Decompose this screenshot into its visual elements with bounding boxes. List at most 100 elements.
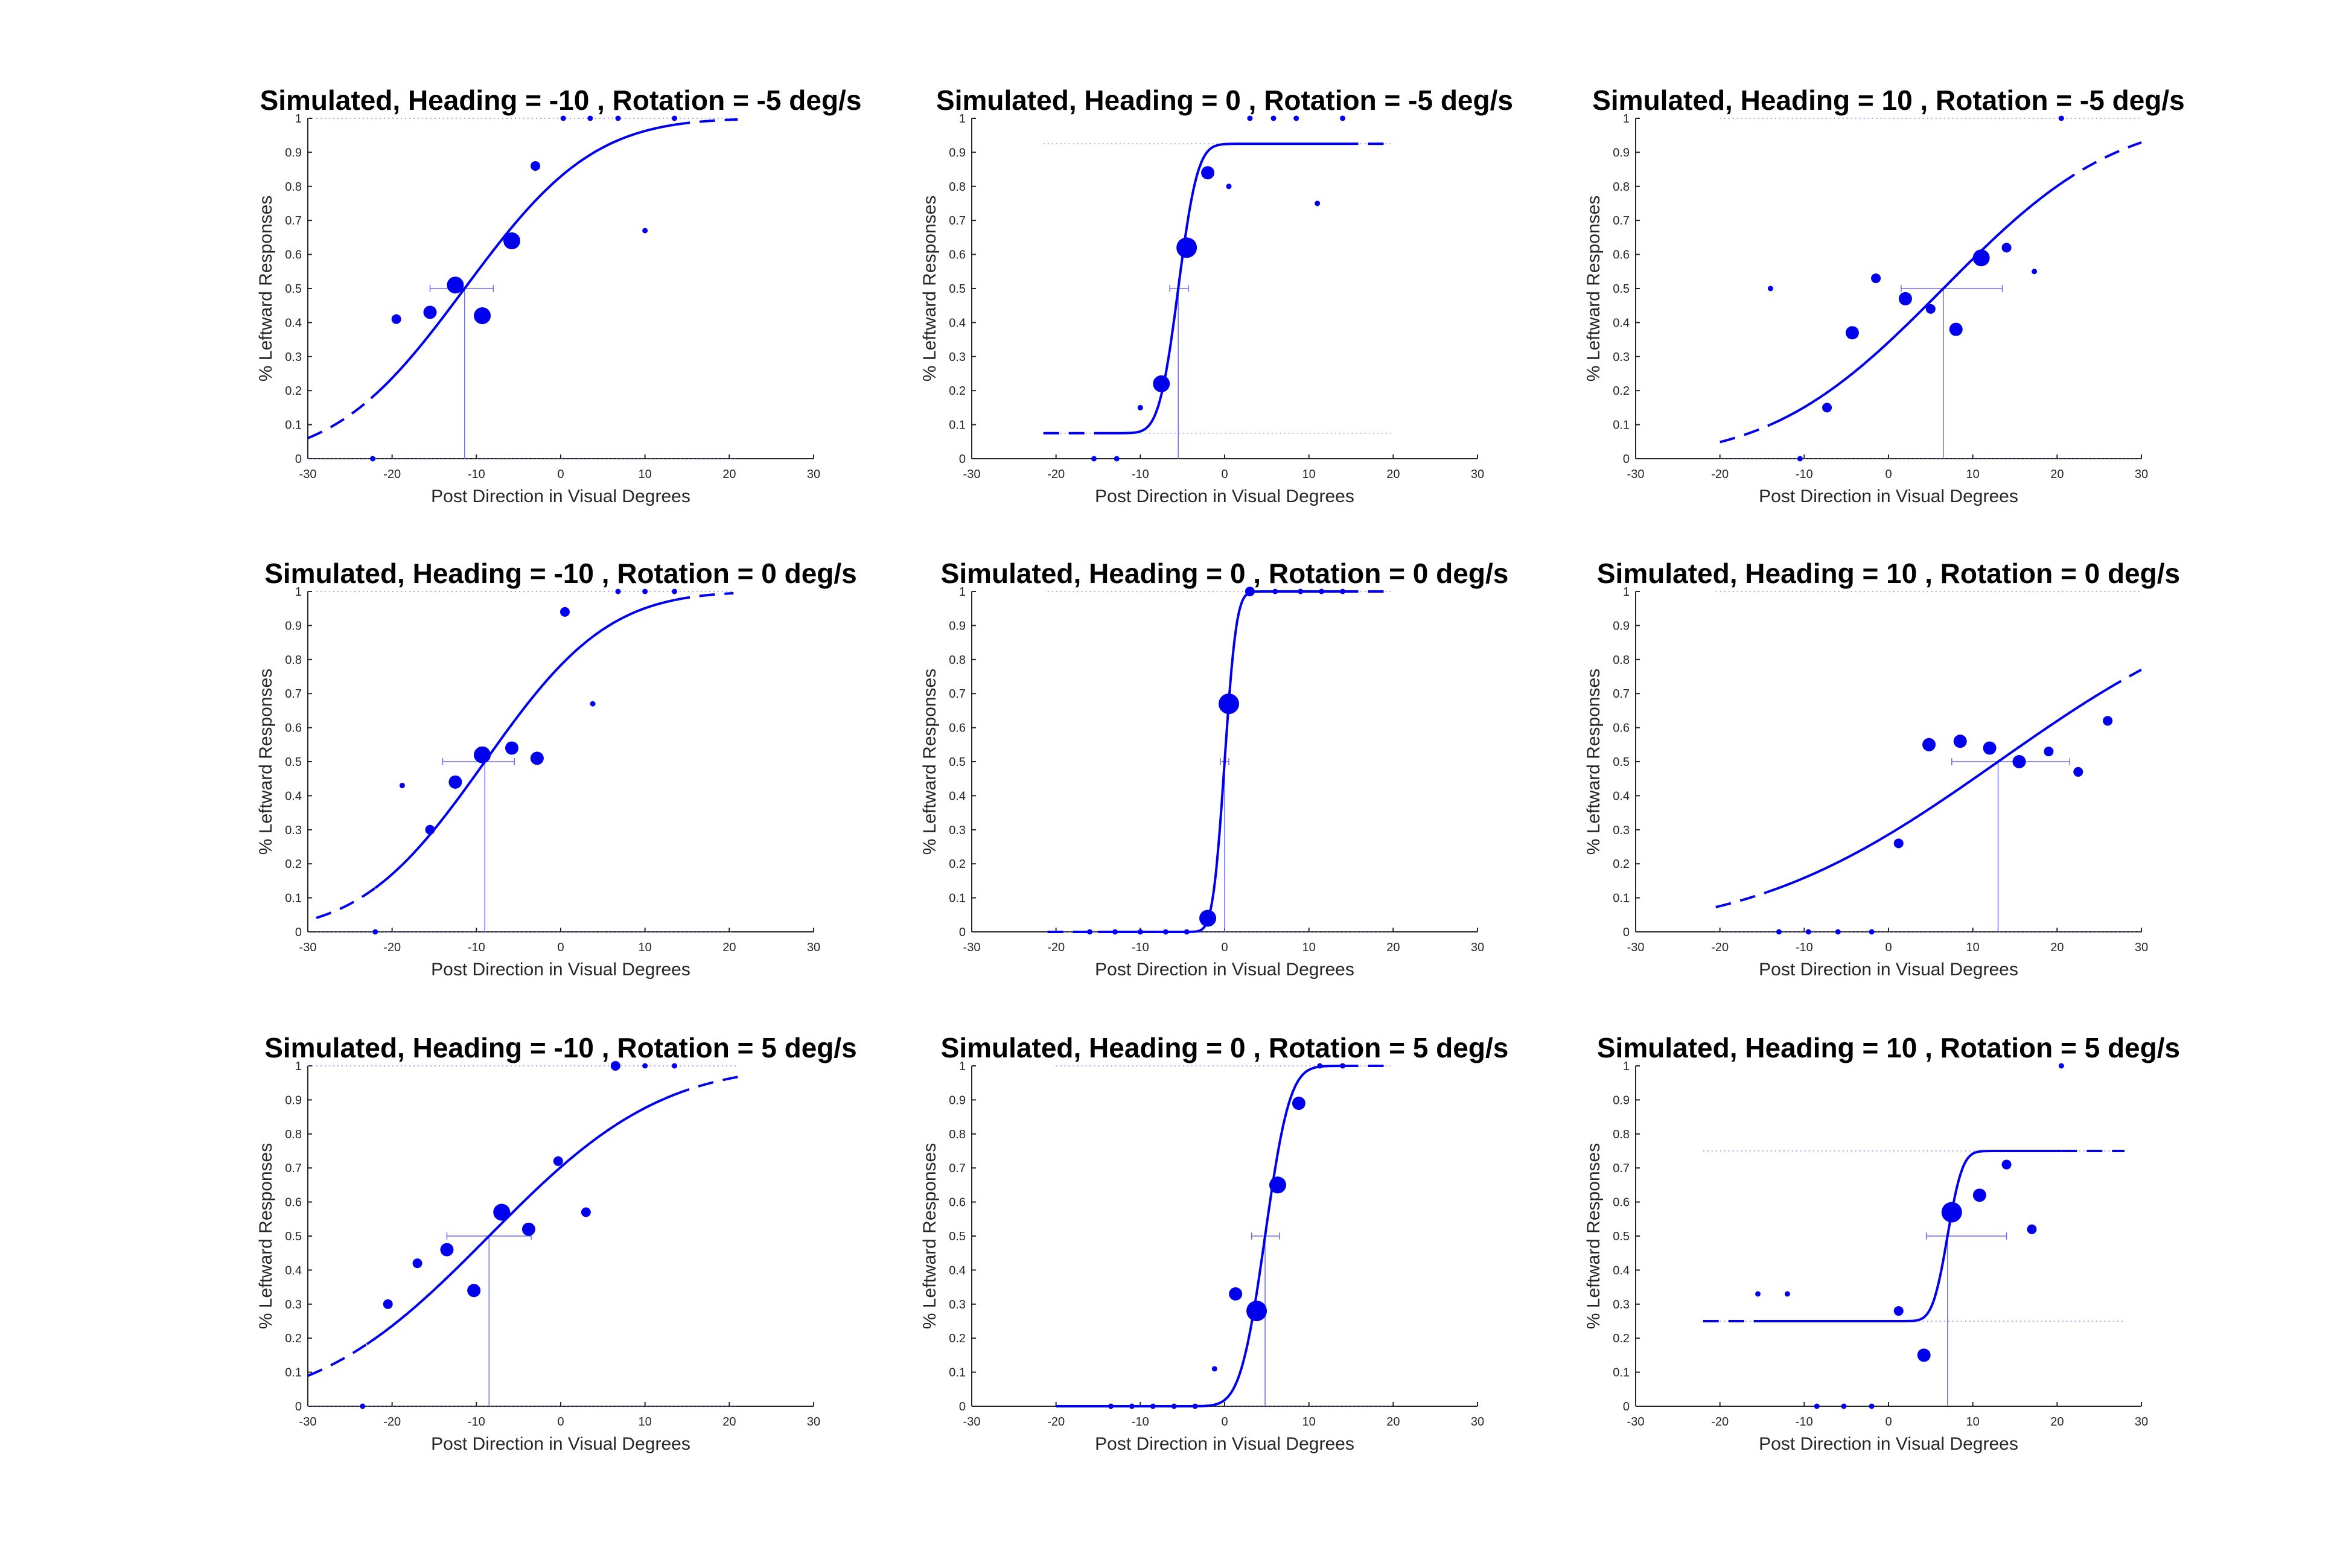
data-point [1108, 1403, 1114, 1409]
y-tick-label: 0.3 [949, 824, 966, 837]
data-point [1229, 1287, 1243, 1301]
y-tick-label: 0.7 [1613, 687, 1630, 701]
data-point [440, 1243, 454, 1257]
x-tick-label: -20 [1047, 468, 1065, 481]
y-tick-label: 0.2 [1613, 384, 1630, 398]
x-tick-label: -30 [299, 1415, 317, 1429]
x-tick-label: -30 [1627, 468, 1645, 481]
y-tick-label: 1 [1623, 585, 1630, 599]
y-tick-label: 0 [959, 1400, 966, 1413]
x-axis-label: Post Direction in Visual Degrees [1095, 1434, 1354, 1454]
chart-title: Simulated, Heading = 0 , Rotation = -5 d… [936, 84, 1513, 116]
x-tick-label: 20 [722, 941, 736, 954]
x-tick-label: -10 [1132, 941, 1149, 954]
chart-title: Simulated, Heading = 10 , Rotation = 5 d… [1597, 1032, 2180, 1063]
y-tick-label: 0.4 [285, 1264, 302, 1277]
y-tick-label: 0.5 [1613, 756, 1630, 769]
y-tick-label: 0.2 [1613, 1332, 1630, 1345]
x-axis-label: Post Direction in Visual Degrees [1759, 1434, 2018, 1454]
x-axis-label: Post Direction in Visual Degrees [1759, 486, 2018, 506]
y-tick-label: 0 [959, 926, 966, 939]
y-tick-label: 0.4 [1613, 1264, 1630, 1277]
data-point [610, 1061, 620, 1071]
data-point [412, 1258, 422, 1269]
data-point [530, 751, 544, 765]
x-tick-label: -30 [299, 941, 317, 954]
y-tick-label: 1 [959, 112, 966, 126]
data-point [1199, 910, 1217, 927]
x-axis-label: Post Direction in Visual Degrees [431, 1434, 690, 1454]
y-tick-label: 0.2 [949, 1332, 966, 1345]
x-tick-label: 20 [2050, 468, 2064, 481]
data-point [1941, 1202, 1962, 1223]
data-point [531, 161, 541, 171]
fit-curve-extrapolated-right [2061, 141, 2142, 185]
y-tick-label: 0 [295, 453, 302, 466]
data-point [505, 741, 518, 755]
data-point [1137, 404, 1143, 410]
y-tick-label: 0.2 [949, 858, 966, 871]
y-tick-label: 0.8 [1613, 180, 1630, 194]
data-point [399, 782, 405, 788]
y-tick-label: 0 [295, 1400, 302, 1413]
data-point [1340, 1063, 1346, 1069]
y-tick-label: 0.6 [285, 249, 302, 262]
y-tick-label: 0.4 [1613, 316, 1630, 330]
data-point [1317, 1063, 1323, 1069]
y-tick-label: 0.1 [285, 1366, 302, 1380]
x-tick-label: 30 [1471, 941, 1484, 954]
chart-panel-6: Simulated, Heading = 10 , Rotation = 0 d… [1584, 558, 2180, 980]
data-point [2073, 766, 2083, 777]
x-tick-label: -10 [1796, 941, 1813, 954]
y-axis-label: % Leftward Responses [920, 669, 940, 855]
data-point [425, 824, 435, 835]
x-tick-label: -30 [963, 468, 981, 481]
data-point [1298, 588, 1304, 594]
data-point [672, 588, 678, 594]
x-axis-label: Post Direction in Visual Degrees [1095, 960, 1354, 980]
x-tick-label: 0 [1221, 1415, 1228, 1429]
data-point [447, 276, 464, 294]
x-tick-label: -10 [1132, 468, 1149, 481]
fit-curve [1056, 1065, 1343, 1407]
y-tick-label: 0.5 [1613, 282, 1630, 296]
fit-curve [1758, 1150, 2062, 1322]
y-tick-label: 0.5 [285, 756, 302, 769]
y-tick-label: 0.2 [1613, 858, 1630, 871]
data-point [553, 1156, 563, 1166]
y-axis-label: % Leftward Responses [1584, 196, 1604, 382]
chart-title: Simulated, Heading = -10 , Rotation = -5… [260, 84, 862, 116]
x-tick-label: 30 [1471, 1415, 1484, 1429]
data-point [1112, 929, 1118, 935]
y-tick-label: 0.8 [1613, 1128, 1630, 1141]
y-axis-label: % Leftward Responses [1584, 1143, 1604, 1330]
data-point [1091, 456, 1097, 462]
data-point [1226, 183, 1232, 190]
data-point [1871, 273, 1881, 284]
data-point [672, 115, 678, 121]
y-tick-label: 0.9 [285, 1094, 302, 1107]
data-point [590, 701, 596, 707]
data-point [1171, 1403, 1177, 1409]
fit-curve [366, 1093, 675, 1345]
x-tick-label: -10 [1132, 1415, 1149, 1429]
data-point [2044, 747, 2054, 757]
y-tick-label: 0.9 [949, 146, 966, 159]
y-tick-label: 0.7 [949, 687, 966, 701]
data-point [1162, 929, 1168, 935]
data-point [2001, 1159, 2012, 1170]
chart-panel-8: Simulated, Heading = 0 , Rotation = 5 de… [920, 1032, 1508, 1454]
data-point [615, 115, 621, 121]
x-tick-label: 0 [557, 1415, 564, 1429]
y-axis-label: % Leftward Responses [256, 196, 276, 382]
y-tick-label: 0.6 [285, 722, 302, 735]
x-tick-label: -10 [468, 941, 485, 954]
y-axis-label: % Leftward Responses [256, 1143, 276, 1330]
data-point [1949, 322, 1963, 336]
y-tick-label: 0.9 [285, 146, 302, 159]
x-tick-label: -10 [1796, 468, 1813, 481]
x-tick-label: 10 [1302, 468, 1316, 481]
y-tick-label: 0.1 [949, 892, 966, 905]
x-tick-label: -20 [1711, 941, 1729, 954]
data-point [1129, 1403, 1135, 1409]
